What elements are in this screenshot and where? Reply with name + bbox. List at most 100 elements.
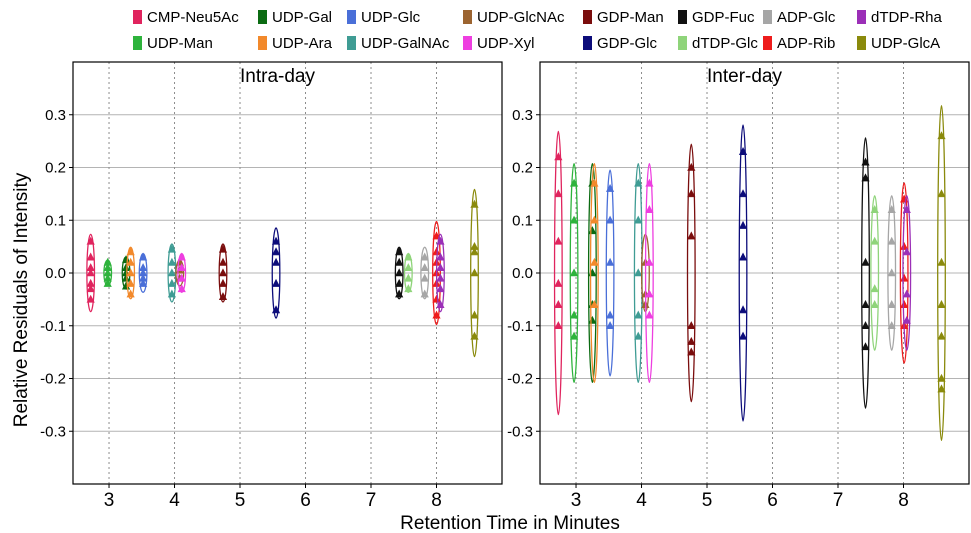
legend-swatch-udp-gal <box>258 10 267 24</box>
panel-inter-day: -0.3 -0.2 -0.1 0.0 0.1 0.2 0.3 3 4 5 6 7 8 Inter-day <box>507 61 970 511</box>
y-tick-label: 0.1 <box>512 212 533 229</box>
data-point <box>937 331 946 340</box>
legend-label-adp-rib: ADP-Rib <box>777 35 835 52</box>
panel-title: Intra-day <box>240 66 315 87</box>
legend-label-cmp-neu5ac: CMP-Neu5Ac <box>147 9 239 26</box>
data-point <box>436 263 445 272</box>
y-tick-label: 0.1 <box>45 212 66 229</box>
x-tick-label: 6 <box>300 490 311 511</box>
data-point <box>937 384 946 393</box>
data-point <box>436 236 445 245</box>
legend-swatch-gdp-man <box>583 10 592 24</box>
series-gdp-glc <box>271 227 281 319</box>
data-point <box>470 310 479 319</box>
legend-label-udp-glcnac: UDP-GlcNAc <box>477 9 565 26</box>
data-point <box>271 247 281 256</box>
series-dtdp-rha <box>435 233 445 313</box>
data-point <box>470 199 479 208</box>
series-gdp-man <box>218 243 228 303</box>
data-point <box>167 244 176 253</box>
data-point <box>861 173 870 182</box>
data-point <box>404 284 413 293</box>
legend-label-udp-glca: UDP-GlcA <box>871 35 940 52</box>
legend-swatch-udp-glcnac <box>463 10 472 24</box>
data-point <box>177 263 186 272</box>
data-point <box>404 252 413 261</box>
data-point <box>395 289 404 298</box>
confidence-ellipse <box>435 233 445 313</box>
x-tick-label: 8 <box>431 490 442 511</box>
legend-label-udp-ara: UDP-Ara <box>272 35 333 52</box>
series-udp-glca <box>470 188 479 358</box>
data-point <box>218 257 228 266</box>
panel-title: Inter-day <box>707 66 782 87</box>
data-point <box>218 278 228 287</box>
data-point <box>103 278 112 287</box>
data-point <box>167 257 176 266</box>
data-point <box>738 147 748 155</box>
data-point <box>126 257 135 266</box>
data-point <box>634 310 643 319</box>
data-point <box>687 321 696 330</box>
data-point <box>861 299 870 308</box>
legend-swatch-gdp-fuc <box>678 10 687 24</box>
data-point <box>218 244 228 253</box>
data-point <box>902 289 911 298</box>
data-point <box>887 236 896 245</box>
chart-legend: CMP-Neu5Ac UDP-Gal UDP-Glc UDP-GlcNAc GDP-Ma… <box>133 9 943 52</box>
legend-label-udp-man: UDP-Man <box>147 35 213 52</box>
data-point <box>470 268 479 277</box>
data-point <box>870 299 879 308</box>
data-point <box>588 226 597 235</box>
data-point <box>738 331 748 340</box>
data-point <box>902 315 911 324</box>
confidence-ellipse <box>589 162 599 384</box>
series-udp-man <box>569 162 579 384</box>
data-point <box>177 252 186 261</box>
legend-label-gdp-glc: GDP-Glc <box>597 35 658 52</box>
data-point <box>420 252 429 261</box>
confidence-ellipse <box>420 246 430 300</box>
data-point <box>687 231 696 240</box>
data-point <box>432 294 441 303</box>
data-point <box>687 336 696 345</box>
series-adp-glc <box>420 246 430 300</box>
data-point <box>177 284 186 293</box>
data-point <box>167 278 176 287</box>
confidence-ellipse <box>861 137 870 409</box>
data-point <box>605 183 615 192</box>
data-point <box>870 236 879 245</box>
data-point <box>590 299 599 308</box>
legend-swatch-cmp-neu5ac <box>133 10 142 24</box>
series-cmp-neu5ac <box>553 130 563 416</box>
data-point <box>861 342 870 351</box>
confidence-ellipse <box>271 227 281 319</box>
y-tick-label: -0.2 <box>40 371 66 388</box>
legend-swatch-udp-xyl <box>463 36 472 50</box>
data-point <box>436 299 445 308</box>
x-tick-label: 8 <box>898 490 909 511</box>
y-tick-label: -0.1 <box>507 318 533 335</box>
x-tick-label: 7 <box>833 490 844 511</box>
data-point <box>436 273 445 282</box>
confidence-ellipse <box>86 233 96 313</box>
data-point <box>645 310 654 319</box>
data-point <box>590 257 599 266</box>
data-point <box>687 189 696 198</box>
chart-panels: -0.3-0.2-0.10.00.10.20.33 4 5 6 7 8Intra-day-… <box>40 61 970 511</box>
legend-label-dtdp-rha: dTDP-Rha <box>871 9 943 26</box>
series-gdp-fuc <box>861 137 870 409</box>
data-point <box>554 189 563 198</box>
data-point <box>470 247 479 256</box>
y-tick-label: -0.2 <box>507 371 533 388</box>
y-tick-label: 0.3 <box>45 107 66 124</box>
x-tick-label: 4 <box>636 490 647 511</box>
data-point <box>554 152 563 161</box>
data-point <box>902 247 911 256</box>
data-point <box>738 220 748 229</box>
data-point <box>645 257 654 266</box>
legend-label-dtdp-glc: dTDP-Glc <box>692 35 758 52</box>
legend-swatch-udp-ara <box>258 36 267 50</box>
data-point <box>554 236 563 245</box>
confidence-ellipse <box>553 130 563 416</box>
